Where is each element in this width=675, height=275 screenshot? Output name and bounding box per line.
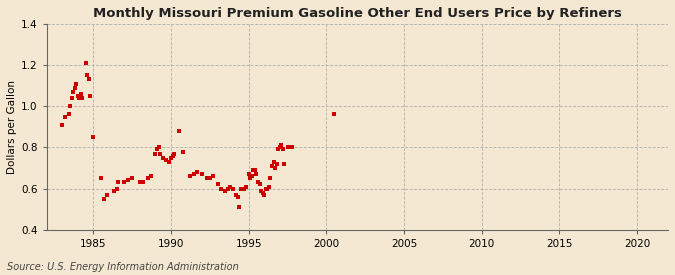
Point: [122, 178, 133, 183]
Point: [99, 197, 109, 201]
Point: [287, 145, 298, 150]
Point: [173, 129, 184, 133]
Point: [111, 186, 122, 191]
Point: [68, 90, 78, 94]
Point: [70, 86, 80, 90]
Point: [231, 192, 242, 197]
Text: Source: U.S. Energy Information Administration: Source: U.S. Energy Information Administ…: [7, 262, 238, 272]
Point: [72, 94, 83, 98]
Point: [108, 188, 119, 193]
Point: [270, 166, 281, 170]
Point: [201, 176, 212, 180]
Point: [164, 160, 175, 164]
Point: [82, 73, 92, 78]
Point: [158, 156, 169, 160]
Point: [150, 152, 161, 156]
Point: [76, 92, 86, 96]
Point: [178, 149, 189, 154]
Point: [134, 180, 145, 185]
Point: [271, 162, 282, 166]
Point: [57, 123, 68, 127]
Point: [83, 77, 94, 82]
Point: [252, 180, 263, 185]
Point: [227, 186, 238, 191]
Point: [273, 147, 284, 152]
Point: [276, 143, 287, 148]
Title: Monthly Missouri Premium Gasoline Other End Users Price by Refiners: Monthly Missouri Premium Gasoline Other …: [93, 7, 622, 20]
Point: [102, 192, 113, 197]
Point: [236, 186, 246, 191]
Point: [189, 172, 200, 176]
Point: [282, 145, 293, 150]
Point: [192, 170, 202, 174]
Point: [152, 147, 163, 152]
Point: [184, 174, 195, 178]
Point: [161, 158, 171, 162]
Point: [277, 147, 288, 152]
Point: [225, 184, 236, 189]
Point: [262, 186, 273, 191]
Point: [207, 174, 218, 178]
Point: [205, 176, 215, 180]
Point: [263, 184, 274, 189]
Point: [63, 112, 74, 117]
Point: [155, 152, 165, 156]
Point: [138, 180, 148, 185]
Point: [167, 153, 178, 158]
Point: [267, 164, 277, 168]
Point: [142, 176, 153, 180]
Point: [74, 96, 85, 100]
Point: [265, 176, 276, 180]
Point: [223, 186, 234, 191]
Point: [251, 172, 262, 176]
Point: [80, 61, 91, 65]
Y-axis label: Dollars per Gallon: Dollars per Gallon: [7, 80, 17, 174]
Point: [212, 182, 223, 187]
Point: [215, 186, 226, 191]
Point: [279, 162, 290, 166]
Point: [286, 145, 296, 150]
Point: [66, 96, 77, 100]
Point: [254, 182, 265, 187]
Point: [113, 180, 124, 185]
Point: [248, 168, 259, 172]
Point: [88, 135, 99, 139]
Point: [240, 184, 251, 189]
Point: [329, 112, 340, 117]
Point: [268, 160, 279, 164]
Point: [96, 176, 107, 180]
Point: [256, 188, 267, 193]
Point: [259, 192, 269, 197]
Point: [239, 186, 250, 191]
Point: [60, 114, 71, 119]
Point: [257, 191, 268, 195]
Point: [145, 174, 156, 178]
Point: [169, 152, 180, 156]
Point: [234, 205, 245, 209]
Point: [261, 186, 271, 191]
Point: [220, 188, 231, 193]
Point: [127, 176, 138, 180]
Point: [85, 94, 96, 98]
Point: [232, 195, 243, 199]
Point: [246, 174, 257, 178]
Point: [71, 81, 82, 86]
Point: [65, 104, 76, 108]
Point: [119, 180, 130, 185]
Point: [250, 168, 261, 172]
Point: [274, 145, 285, 150]
Point: [165, 156, 176, 160]
Point: [196, 172, 207, 176]
Point: [77, 96, 88, 100]
Point: [245, 176, 256, 180]
Point: [153, 145, 164, 150]
Point: [243, 172, 254, 176]
